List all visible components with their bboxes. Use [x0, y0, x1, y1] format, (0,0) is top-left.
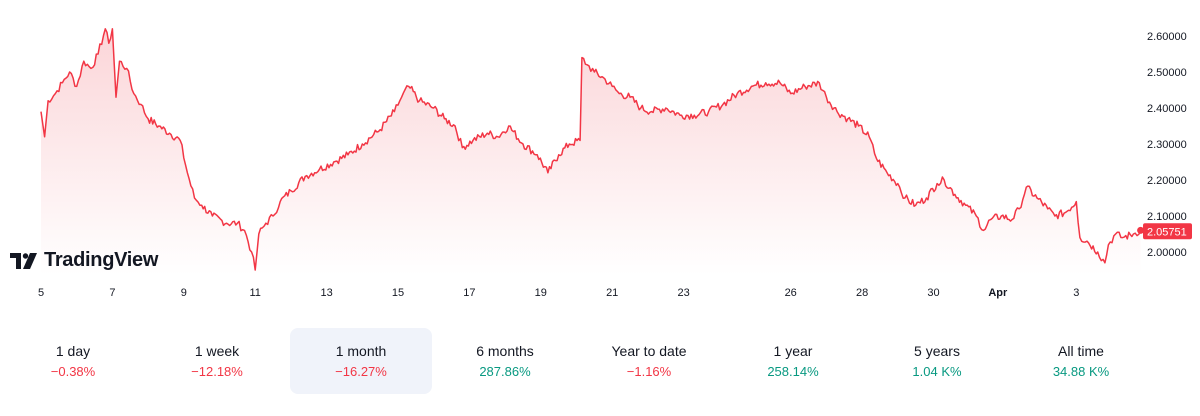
last-price-dot: [1137, 226, 1145, 234]
y-tick-label: 2.60000: [1147, 31, 1187, 43]
period-change: 34.88 K%: [1052, 364, 1110, 379]
x-tick-label: 13: [320, 287, 332, 299]
x-tick-label: 3: [1073, 287, 1079, 299]
period-label: 1 month: [335, 343, 387, 359]
x-tick-label: 28: [856, 287, 868, 299]
x-tick-label: Apr: [988, 287, 1008, 299]
period-all-time[interactable]: All time 34.88 K%: [1010, 328, 1152, 394]
x-tick-label: 7: [109, 287, 115, 299]
current-price-tag: 2.05751: [1143, 223, 1192, 240]
x-tick-label: 26: [785, 287, 797, 299]
period-label: 5 years: [914, 343, 960, 359]
period-label: 1 week: [194, 343, 240, 359]
price-line: [40, 28, 1142, 271]
price-area-fill: [41, 28, 1141, 275]
period-selector: 1 day −0.38% 1 week −12.18% 1 month −16.…: [0, 328, 1200, 394]
y-axis: 2.60000 2.50000 2.40000 2.30000 2.20000 2.100…: [1147, 31, 1187, 259]
y-tick-label: 2.00000: [1147, 247, 1187, 259]
period-label: Year to date: [611, 343, 687, 359]
price-chart[interactable]: 2.60000 2.50000 2.40000 2.30000 2.20000 2.100…: [0, 0, 1200, 310]
period-5-years[interactable]: 5 years 1.04 K%: [866, 328, 1008, 394]
period-label: 1 year: [773, 343, 813, 359]
period-change: 287.86%: [479, 364, 531, 379]
period-1-year[interactable]: 1 year 258.14%: [722, 328, 864, 394]
period-year-to-date[interactable]: Year to date −1.16%: [578, 328, 720, 394]
tradingview-logo[interactable]: TradingView: [10, 249, 158, 272]
period-change: −16.27%: [335, 364, 387, 379]
period-change: 258.14%: [767, 364, 819, 379]
current-price-label: 2.05751: [1147, 226, 1187, 238]
x-tick-label: 19: [535, 287, 547, 299]
x-tick-label: 30: [927, 287, 939, 299]
x-axis: 5 7 9 11 13 15 17 19 21 23 26 28 30 Apr 3: [38, 287, 1079, 299]
period-change: −12.18%: [191, 364, 243, 379]
x-tick-label: 17: [463, 287, 475, 299]
y-tick-label: 2.20000: [1147, 175, 1187, 187]
x-tick-label: 15: [392, 287, 404, 299]
y-tick-label: 2.30000: [1147, 139, 1187, 151]
y-tick-label: 2.10000: [1147, 211, 1187, 223]
tradingview-logo-text: TradingView: [44, 249, 159, 271]
period-1-week[interactable]: 1 week −12.18%: [146, 328, 288, 394]
period-6-months[interactable]: 6 months 287.86%: [434, 328, 576, 394]
x-tick-label: 5: [38, 287, 44, 299]
period-label: All time: [1058, 343, 1104, 359]
period-label: 6 months: [476, 343, 534, 359]
period-change: −0.38%: [50, 364, 96, 379]
x-tick-label: 21: [606, 287, 618, 299]
period-1-day[interactable]: 1 day −0.38%: [2, 328, 144, 394]
period-change: −1.16%: [626, 364, 672, 379]
period-1-month[interactable]: 1 month −16.27%: [290, 328, 432, 394]
tradingview-logo-icon: [10, 252, 37, 269]
y-tick-label: 2.50000: [1147, 67, 1187, 79]
x-tick-label: 9: [181, 287, 187, 299]
x-tick-label: 23: [677, 287, 689, 299]
x-tick-label: 11: [249, 287, 260, 299]
period-label: 1 day: [55, 343, 91, 359]
y-tick-label: 2.40000: [1147, 103, 1187, 115]
current-price-tag-box: [1143, 223, 1192, 240]
period-change: 1.04 K%: [912, 364, 962, 379]
